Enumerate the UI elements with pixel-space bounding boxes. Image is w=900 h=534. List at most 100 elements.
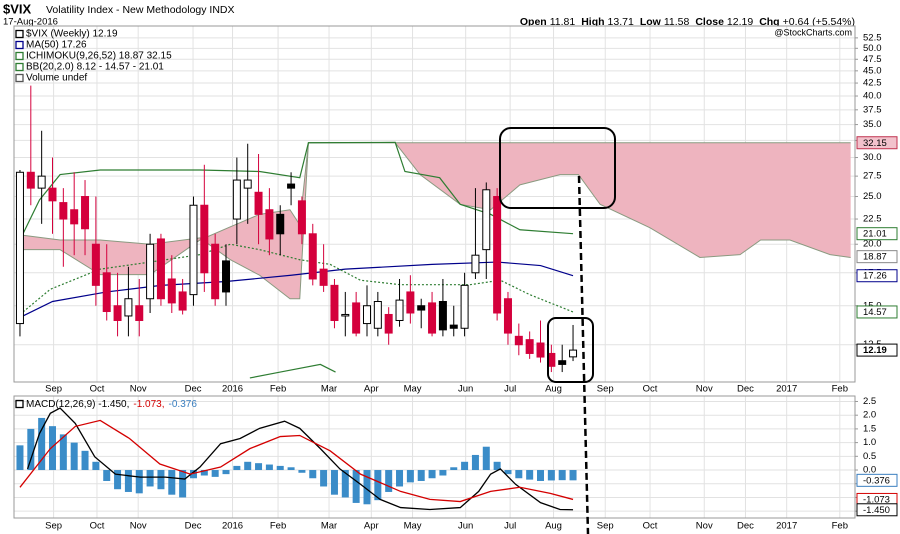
histogram-bar [146, 470, 154, 487]
plot-border [13, 395, 856, 519]
x-tick-label: Dec [185, 521, 202, 532]
overlay-line [249, 363, 336, 379]
histogram-bar [222, 470, 230, 475]
plot-layer: Sep Oct Nov Dec 2016 Feb Mar Apr May Jun Jul Aug Sep… [13, 25, 898, 532]
overlay-line [19, 261, 574, 318]
candle-body [438, 301, 447, 331]
candle-body [113, 305, 122, 321]
candle-body [384, 313, 393, 334]
macd-line [19, 419, 574, 503]
quote-value: 11.81 [550, 16, 576, 28]
legend-label: MA(50) 17.26 [26, 40, 87, 51]
histogram-bar [558, 470, 566, 481]
y-tick-label: 1.0 [863, 437, 876, 448]
quote-label: Open [520, 16, 547, 28]
last-value-box [856, 269, 898, 283]
x-tick-label: Mar [321, 521, 337, 532]
last-value-label: 21.01 [863, 229, 887, 240]
histogram-bar [233, 465, 241, 471]
candle-body [493, 196, 502, 314]
y-tick-label: 35.0 [863, 119, 882, 130]
last-value-box [856, 343, 898, 357]
candle-body [167, 278, 176, 304]
last-value-label: 32.15 [863, 138, 887, 149]
y-tick-label: 45.0 [863, 65, 882, 76]
candle-body [211, 243, 220, 300]
candle-body [265, 209, 274, 240]
x-tick-label: Nov [696, 384, 713, 395]
candle-body [276, 213, 285, 235]
macd-line [26, 407, 574, 511]
y-tick-label: 0.5 [863, 451, 876, 462]
legend-marker [15, 399, 24, 409]
candle-body [395, 299, 404, 321]
candle-body [558, 360, 567, 365]
source: @StockCharts.com [774, 27, 852, 37]
x-tick-label: Apr [364, 384, 379, 395]
x-tick-label: Dec [185, 384, 202, 395]
legend-label: Volume undef [26, 73, 87, 84]
x-tick-label: 2017 [776, 521, 797, 532]
y-tick-label: 25.0 [863, 191, 882, 202]
candle-body [232, 179, 241, 220]
histogram-bar [179, 470, 187, 498]
chart-subtitle: Volatility Index - New Methodology INDX [46, 4, 235, 16]
candle-body [124, 298, 133, 317]
annotation-box [547, 317, 594, 383]
histogram-bar [363, 470, 371, 505]
candle-body [70, 209, 79, 225]
cloud-edge [19, 142, 851, 276]
candle-body [243, 179, 252, 189]
quote-value: 12.19 [727, 16, 753, 28]
y-tick-label: 37.5 [863, 104, 882, 115]
last-value-label: 14.57 [863, 307, 887, 318]
legend-marker [15, 51, 24, 61]
histogram-bar [244, 461, 252, 471]
y-tick-label: 30.0 [863, 152, 882, 163]
x-tick-label: Nov [130, 521, 147, 532]
histogram-bar [276, 465, 284, 471]
x-tick-label: May [404, 384, 422, 395]
histogram-bar [352, 470, 360, 503]
x-tick-label: Oct [643, 521, 658, 532]
histogram-bar [114, 470, 122, 490]
histogram-bar [374, 470, 382, 501]
last-value-box [856, 473, 898, 487]
histogram-bar [439, 470, 447, 476]
histogram-bar [157, 470, 165, 490]
candle-body [471, 254, 480, 274]
quote-value: 13.71 [608, 16, 634, 28]
candle-body [503, 298, 512, 334]
y-tick-label: 2.5 [863, 396, 876, 407]
histogram-bar [547, 470, 555, 481]
histogram-bar [406, 470, 414, 483]
candle-body [460, 284, 469, 329]
y-tick-label: 27.5 [863, 171, 882, 182]
candle-body [178, 291, 187, 311]
histogram-bar [211, 470, 219, 477]
last-value-label: 17.26 [863, 271, 887, 282]
y-tick-label: 0.0 [863, 465, 876, 476]
chart-title: $VIX [3, 1, 32, 16]
x-tick-label: Sep [597, 384, 614, 395]
candle-body [308, 233, 317, 280]
candle-body [525, 339, 534, 354]
histogram-bar [309, 470, 317, 479]
histogram-bar [103, 470, 111, 481]
quote-label: Chg [759, 16, 779, 28]
legend-label: MACD(12,26,9) -1.450, -1.073, -0.376 [26, 399, 197, 410]
x-tick-label: Feb [270, 384, 286, 395]
histogram-bar [135, 470, 143, 494]
histogram-bar [428, 470, 436, 479]
candle-body [146, 243, 155, 300]
histogram-bar [200, 470, 208, 476]
quote-label: Low [640, 16, 662, 28]
histogram-bar [385, 470, 393, 492]
histogram-bar [59, 434, 67, 471]
x-tick-label: Sep [45, 521, 62, 532]
candle-body [48, 187, 57, 202]
x-tick-label: 2016 [222, 384, 243, 395]
histogram-bar [537, 470, 545, 481]
candle-body [536, 342, 545, 358]
